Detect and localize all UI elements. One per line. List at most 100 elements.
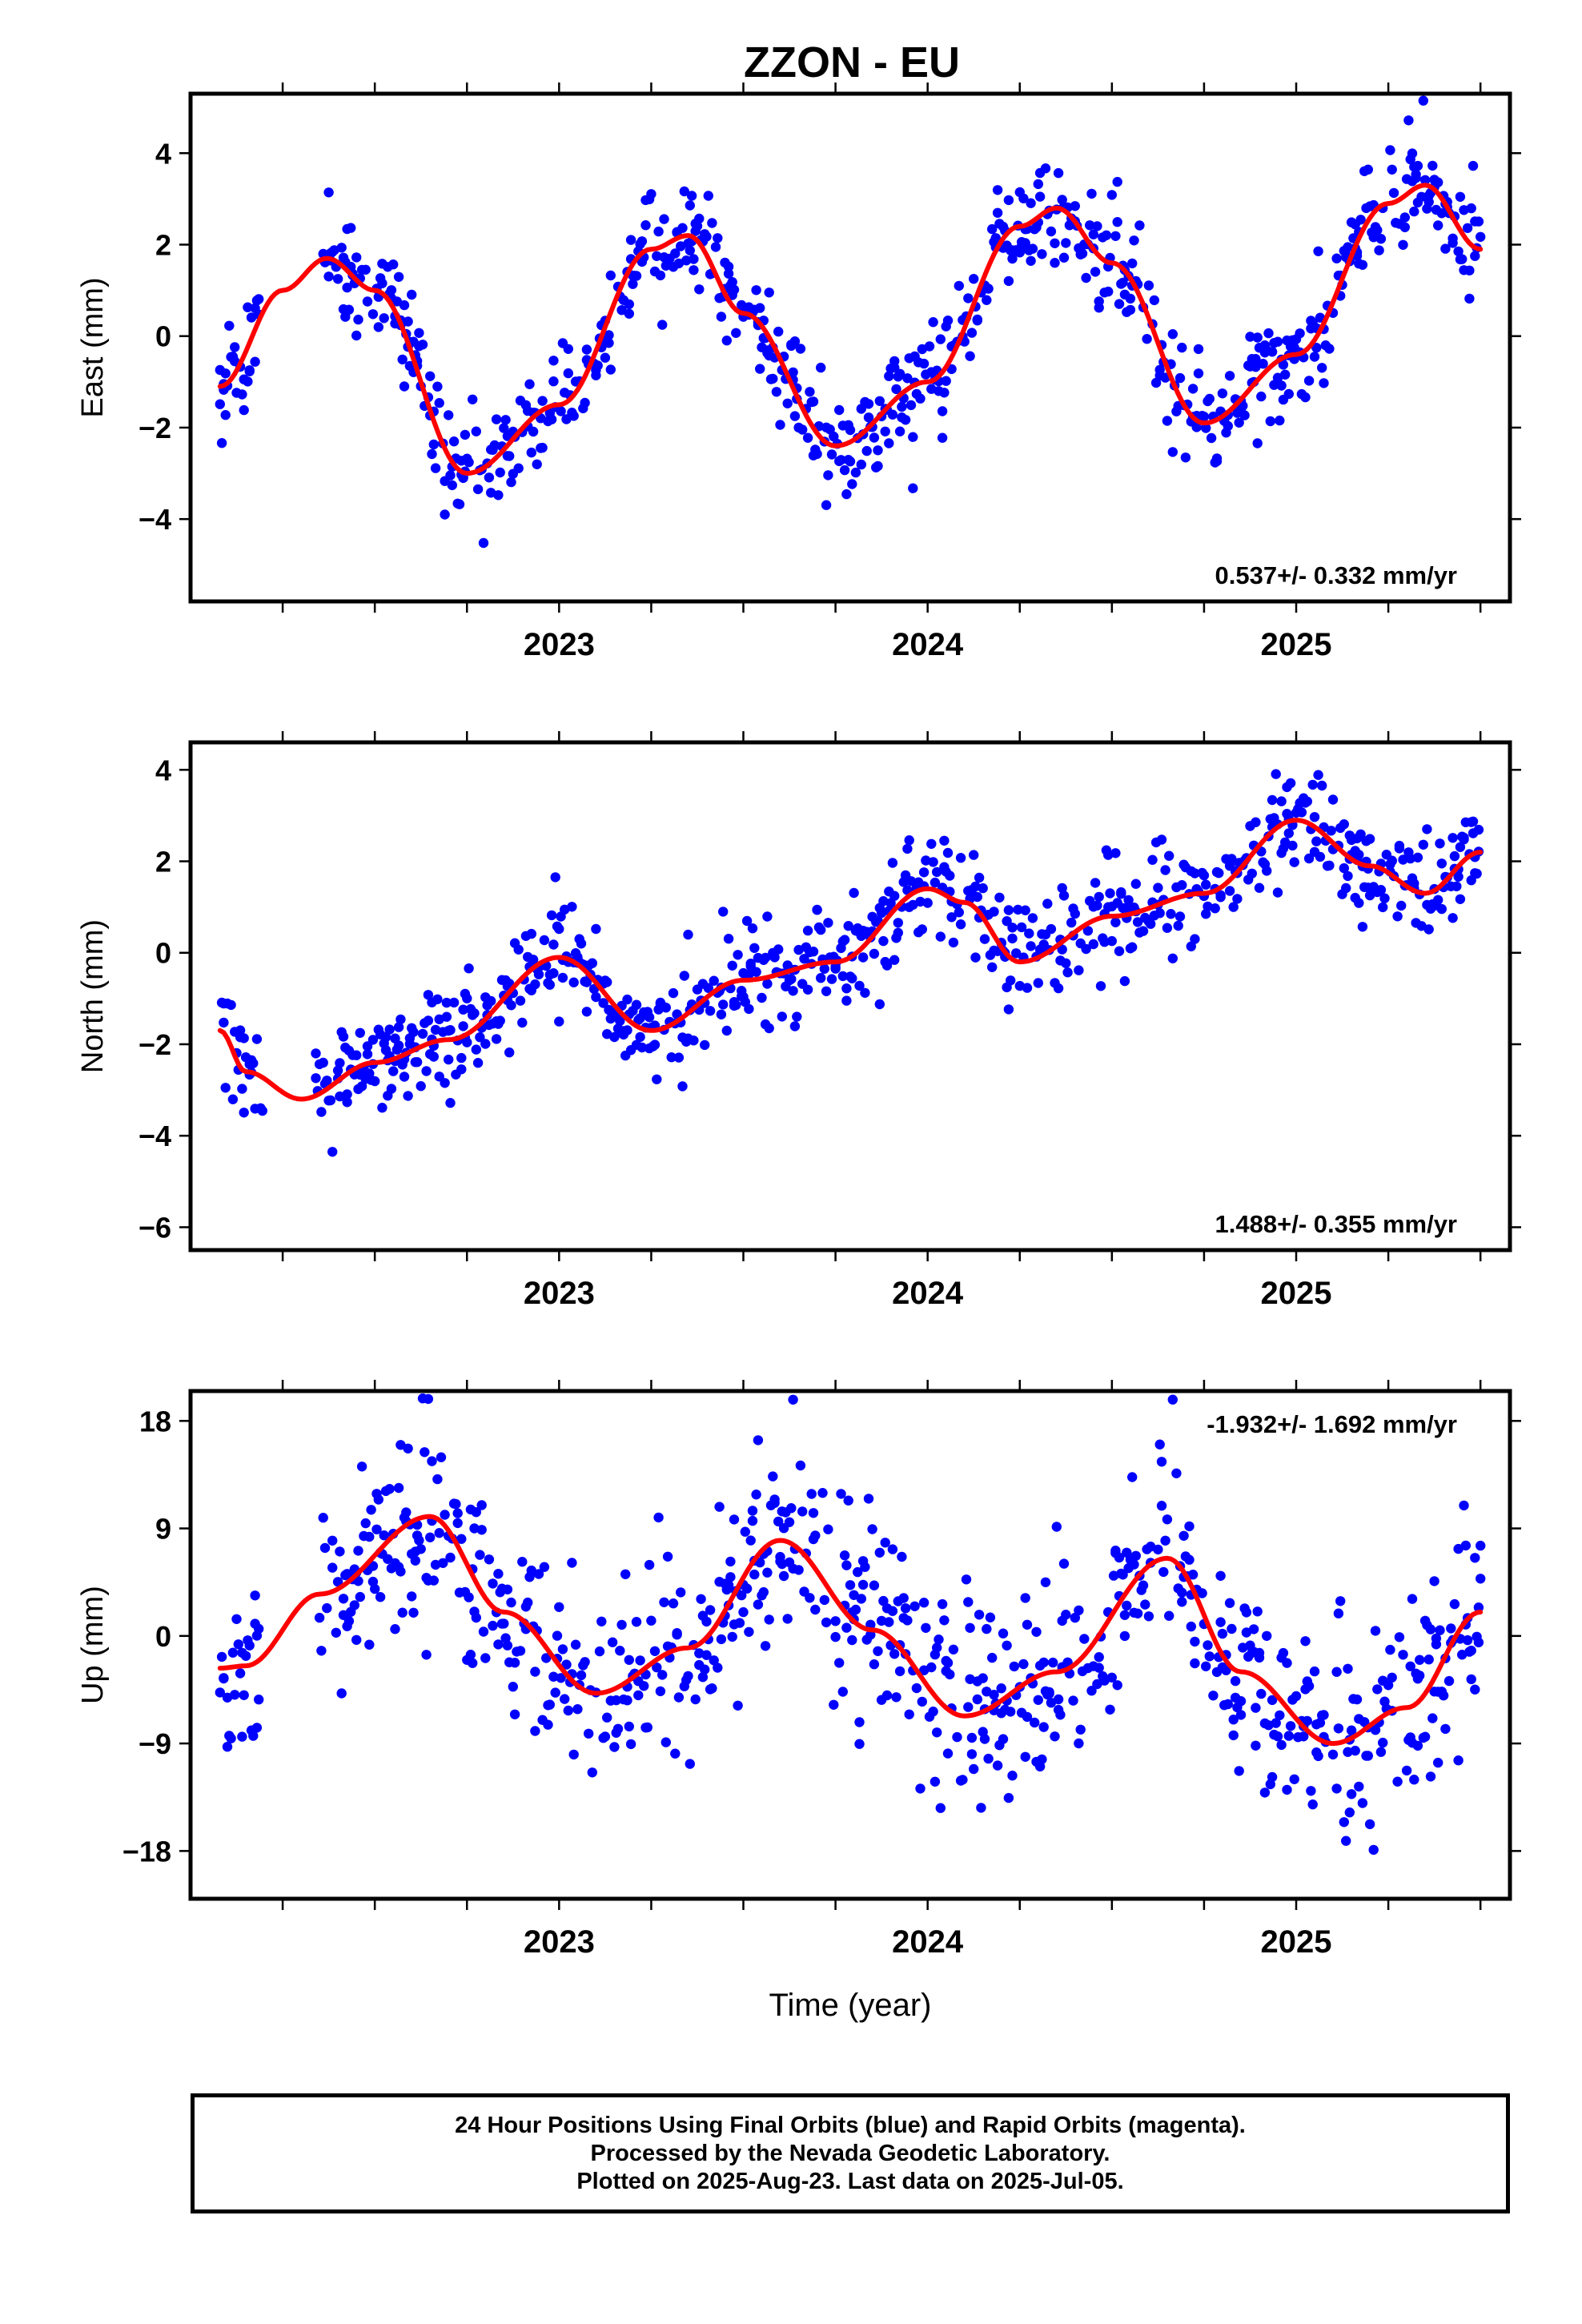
data-point: [572, 1704, 583, 1715]
data-point: [1217, 1628, 1228, 1639]
fit-curve-north: [217, 818, 1484, 1102]
data-point: [1018, 1659, 1029, 1670]
y-tick-label: 18: [139, 1405, 171, 1437]
data-point: [581, 977, 592, 987]
data-point: [552, 1630, 563, 1641]
data-point: [1440, 1723, 1451, 1735]
data-point: [1370, 1725, 1381, 1735]
data-point: [789, 411, 801, 421]
data-point: [391, 296, 402, 307]
data-point: [1306, 1786, 1316, 1796]
data-point: [808, 1508, 819, 1518]
data-point: [1319, 378, 1329, 388]
data-point: [1095, 981, 1106, 991]
data-point: [587, 1767, 597, 1778]
data-point: [805, 1593, 815, 1603]
data-point: [1423, 924, 1434, 935]
data-point: [1204, 1651, 1215, 1662]
data-point: [1464, 265, 1475, 275]
data-point: [1419, 175, 1431, 185]
data-point: [550, 1687, 560, 1698]
data-point: [731, 328, 741, 338]
data-point: [710, 242, 721, 252]
data-point: [1343, 1747, 1353, 1757]
data-point: [1455, 842, 1466, 853]
data-point: [1125, 304, 1136, 316]
data-point: [215, 399, 225, 409]
data-point: [764, 1023, 774, 1034]
velocity-label: -1.932+/- 1.692 mm/yr: [1207, 1410, 1457, 1438]
data-point: [605, 270, 616, 281]
data-point: [972, 891, 983, 903]
data-point: [1033, 1695, 1044, 1705]
data-point: [1412, 1740, 1423, 1751]
data-point: [978, 1673, 988, 1683]
data-point: [1324, 344, 1335, 354]
data-point: [1252, 332, 1263, 343]
data-point: [642, 1722, 652, 1733]
data-point: [685, 200, 695, 211]
data-point: [1127, 258, 1138, 269]
data-point: [393, 1482, 404, 1494]
data-point: [397, 1607, 408, 1618]
data-point: [1387, 855, 1397, 866]
data-point: [741, 1583, 753, 1594]
data-point: [1303, 853, 1315, 864]
data-point: [1088, 229, 1099, 239]
data-point: [836, 1489, 846, 1499]
data-point: [1106, 935, 1118, 947]
data-point: [444, 1054, 454, 1065]
data-point: [504, 1047, 515, 1058]
data-point: [1401, 1765, 1412, 1776]
data-point: [475, 1032, 485, 1043]
data-point: [1241, 1607, 1252, 1618]
data-point: [1221, 1665, 1231, 1675]
data-point: [432, 1474, 443, 1485]
data-point: [857, 1579, 869, 1590]
data-point: [543, 1719, 553, 1730]
data-point: [1190, 868, 1200, 879]
observations-north: [216, 769, 1484, 1157]
data-point: [1147, 854, 1158, 865]
data-point: [399, 300, 410, 311]
data-point: [1427, 160, 1438, 171]
data-point: [1311, 343, 1322, 353]
data-point: [1204, 393, 1215, 404]
data-point: [546, 910, 557, 921]
data-point: [672, 1630, 682, 1640]
data-point: [237, 1731, 247, 1742]
data-point: [1164, 850, 1174, 861]
data-point: [1070, 201, 1081, 211]
data-point: [456, 1064, 467, 1075]
data-point: [609, 1742, 620, 1752]
data-point: [1331, 1667, 1342, 1677]
data-point: [508, 1682, 518, 1692]
data-point: [1092, 900, 1102, 911]
data-point: [1462, 223, 1473, 233]
data-point: [1167, 447, 1178, 457]
data-point: [628, 279, 638, 289]
data-point: [469, 1523, 480, 1534]
data-point: [1355, 829, 1366, 840]
chart-title: ZZON - EU: [744, 38, 960, 86]
data-point: [414, 1535, 424, 1546]
data-point: [1466, 203, 1476, 214]
data-point: [841, 995, 852, 1006]
data-point: [1302, 796, 1313, 806]
data-point: [1068, 1695, 1078, 1706]
data-point: [965, 351, 975, 361]
data-point: [1167, 1394, 1178, 1405]
data-point: [958, 1775, 968, 1785]
data-point: [605, 364, 616, 375]
data-point: [1398, 854, 1408, 865]
data-point: [1252, 438, 1263, 448]
data-point: [1009, 1661, 1020, 1672]
data-point: [676, 1587, 686, 1598]
data-point: [934, 1634, 944, 1645]
data-point: [1262, 866, 1272, 876]
data-point: [915, 393, 926, 404]
data-point: [1470, 1684, 1480, 1695]
data-point: [1248, 1624, 1259, 1634]
data-point: [954, 907, 965, 918]
